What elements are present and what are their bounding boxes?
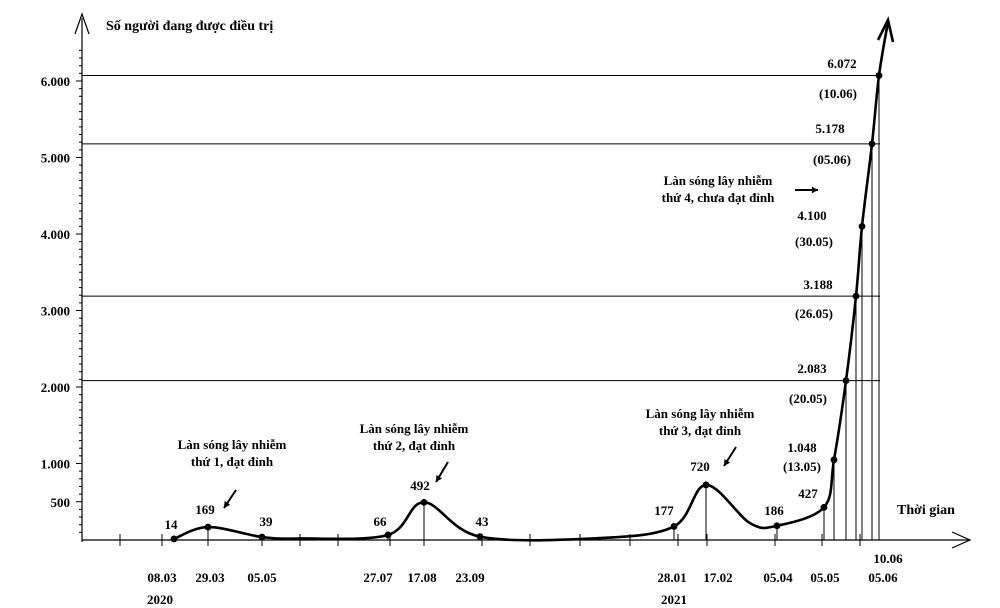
data-label: 169 <box>195 502 215 517</box>
annotation-text: Làn sóng lây nhiễm thứ 4, chưa đạt đỉnh <box>662 173 776 205</box>
series-path <box>173 21 890 542</box>
data-label: 14 <box>165 517 179 532</box>
y-tick-labels: 500 1.000 2.000 3.000 4.000 5.000 6.000 <box>41 74 70 510</box>
data-label: 5.178 <box>815 121 845 136</box>
date-label: (26.05) <box>795 306 833 321</box>
y-axis-arrow <box>74 12 90 35</box>
data-label: 39 <box>260 514 274 529</box>
annotation-arrowhead <box>724 459 731 466</box>
data-point <box>204 523 212 531</box>
data-points <box>170 72 883 543</box>
date-label: (30.05) <box>795 234 833 249</box>
data-point <box>258 533 266 541</box>
date-label: (05.06) <box>813 152 851 167</box>
data-labels: 14 169 39 66 492 43 177 720 186 427 1.048 (13.05) 2.… <box>165 56 857 532</box>
data-point <box>476 533 484 541</box>
x-date-label: 05.06 <box>868 570 898 585</box>
data-point <box>852 292 860 300</box>
y-axis-title: Số người đang được điều trị <box>106 19 273 34</box>
year-label: 2020 <box>147 592 173 607</box>
x-date-label: 05.05 <box>810 570 840 585</box>
grid-lines <box>82 74 880 382</box>
x-date-label: 29.03 <box>195 570 225 585</box>
annotation-text: Làn sóng lây nhiễm thứ 1, đạt đỉnh <box>178 437 287 469</box>
data-point <box>875 72 883 79</box>
x-date-label: 23.09 <box>455 570 485 585</box>
data-point <box>670 523 678 530</box>
x-date-label: 28.01 <box>657 570 686 585</box>
data-point <box>842 377 850 385</box>
data-label: 1.048 <box>787 440 817 455</box>
x-axis-labels: 08.03 29.03 05.05 27.07 17.08 23.09 28.01 17.02… <box>147 551 903 607</box>
y-tick-label: 5.000 <box>41 151 70 166</box>
data-point <box>830 456 838 464</box>
data-label: 66 <box>374 514 388 529</box>
annotation-arrowhead <box>811 186 818 194</box>
x-date-label: 05.05 <box>247 570 277 585</box>
drop-lines <box>207 75 880 540</box>
x-date-label: 17.02 <box>703 570 732 585</box>
data-label: 43 <box>476 514 490 529</box>
x-date-label: 10.06 <box>873 551 903 566</box>
date-label: (10.06) <box>819 86 857 101</box>
y-tick-label: 3.000 <box>41 304 70 319</box>
x-date-label: 08.03 <box>147 570 177 585</box>
data-label: 4.100 <box>797 208 826 223</box>
data-point <box>420 498 428 506</box>
data-point <box>820 503 828 511</box>
annotations: Làn sóng lây nhiễm thứ 1, đạt đỉnh Làn són… <box>178 173 818 509</box>
y-tick-label: 6.000 <box>41 74 70 89</box>
annotation-text: Làn sóng lây nhiễm thứ 2, đạt đỉnh <box>360 421 469 453</box>
annotation-arrowhead <box>436 475 443 482</box>
data-point <box>384 531 392 539</box>
data-point <box>868 140 876 148</box>
x-date-label: 17.08 <box>407 570 437 585</box>
y-tick-label: 2.000 <box>41 380 70 395</box>
x-axis-title: Thời gian <box>897 503 955 518</box>
data-label: 720 <box>690 459 710 474</box>
x-date-label: 05.04 <box>763 570 793 585</box>
data-label: 2.083 <box>797 361 827 376</box>
date-label: (20.05) <box>789 391 827 406</box>
y-tick-label: 4.000 <box>41 227 70 242</box>
year-label: 2021 <box>661 592 687 607</box>
data-label: 492 <box>410 478 430 493</box>
data-point <box>170 535 178 543</box>
y-tick-label: 500 <box>51 495 71 510</box>
data-label: 177 <box>654 503 674 518</box>
data-label: 3.188 <box>803 277 833 292</box>
data-label: 427 <box>798 486 818 501</box>
data-point <box>773 522 781 530</box>
y-tick-label: 1.000 <box>41 457 70 472</box>
x-axis-arrow <box>951 531 972 549</box>
data-label: 186 <box>764 503 784 518</box>
series-arrow <box>876 16 895 43</box>
annotation-arrowhead <box>224 501 231 508</box>
x-date-label: 27.07 <box>363 570 393 585</box>
data-label: 6.072 <box>827 56 856 71</box>
date-label: (13.05) <box>783 459 821 474</box>
data-point <box>858 222 866 230</box>
data-point <box>702 481 710 489</box>
annotation-text: Làn sóng lây nhiễm thứ 3, đạt đỉnh <box>646 406 755 438</box>
